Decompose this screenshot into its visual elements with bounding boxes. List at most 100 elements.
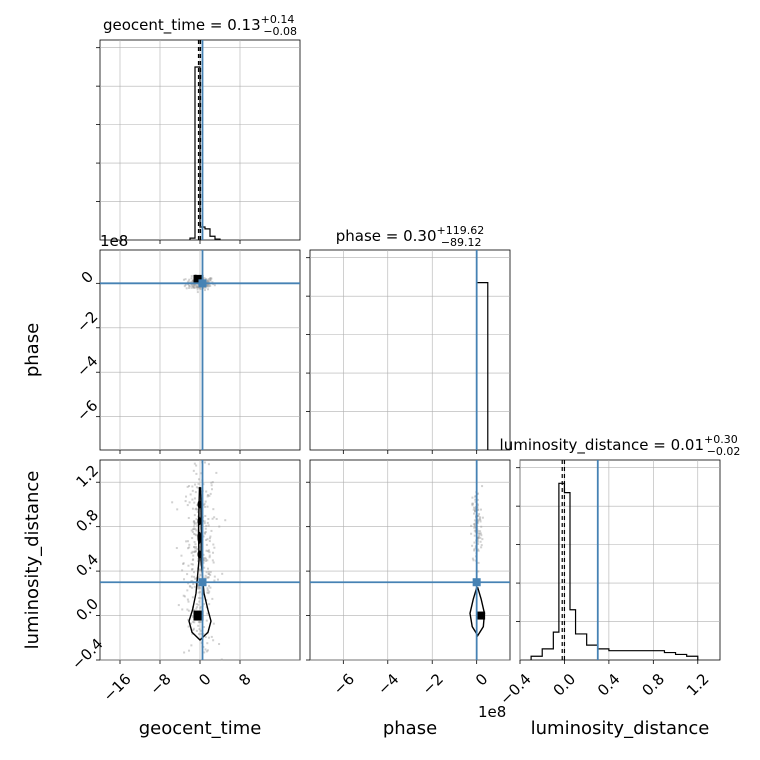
sample-point: [476, 539, 479, 542]
sample-point: [210, 529, 213, 532]
y-tick-label: −0.4: [68, 635, 106, 673]
sample-point: [187, 516, 190, 519]
panel-phase-hist: [309, 249, 511, 451]
sample-point: [188, 546, 191, 549]
sample-point: [212, 543, 215, 546]
sample-point: [194, 508, 197, 511]
sample-point: [206, 521, 209, 524]
sample-point: [184, 284, 187, 287]
sample-point: [210, 635, 213, 638]
sample-point: [199, 587, 202, 590]
sample-point: [209, 571, 212, 574]
sample-point: [204, 648, 207, 651]
sample-point: [209, 492, 212, 495]
sample-point: [191, 550, 194, 553]
sample-point: [477, 561, 480, 564]
sample-point: [202, 559, 205, 562]
sample-point: [189, 493, 192, 496]
sample-point: [199, 569, 202, 572]
x-tick-label: −4: [374, 670, 402, 698]
sample-point: [206, 495, 209, 498]
sample-point: [192, 554, 195, 557]
sample-point: [186, 504, 189, 507]
sample-point: [477, 514, 480, 517]
truth-point: [198, 578, 207, 587]
sample-point: [183, 595, 186, 598]
sample-point: [204, 527, 207, 530]
sample-point: [190, 281, 193, 284]
sample-point: [203, 566, 206, 569]
sample-point: [187, 600, 190, 603]
sample-point: [187, 283, 190, 286]
sample-point: [193, 545, 196, 548]
sample-point: [195, 472, 198, 475]
sample-point: [208, 280, 211, 283]
sample-point: [191, 632, 194, 635]
sample-point: [199, 569, 202, 572]
sample-point: [197, 624, 200, 627]
sample-point: [202, 646, 205, 649]
sample-point: [206, 559, 209, 562]
sample-point: [194, 550, 197, 553]
sample-point: [197, 621, 200, 624]
sample-point: [221, 572, 224, 575]
sample-point: [194, 547, 197, 550]
sample-point: [182, 278, 185, 281]
sample-point: [192, 620, 195, 623]
sample-point: [182, 562, 185, 565]
sample-point: [195, 603, 198, 606]
sample-point: [205, 571, 208, 574]
sample-point: [197, 283, 200, 286]
sample-point: [212, 561, 215, 564]
sample-point: [204, 530, 207, 533]
y-tick-label: −2: [73, 308, 101, 336]
sample-point: [206, 642, 209, 645]
sample-point: [191, 485, 194, 488]
sample-point: [183, 578, 186, 581]
sample-point: [196, 285, 199, 288]
sample-point: [199, 591, 202, 594]
sample-point: [199, 574, 202, 577]
sample-point: [474, 510, 477, 513]
sample-point: [478, 517, 481, 520]
panel-luminosity-distance-hist: [519, 459, 721, 661]
sample-point: [197, 285, 200, 288]
sample-point: [204, 500, 207, 503]
sample-point: [208, 540, 211, 543]
sample-point: [199, 620, 202, 623]
sample-point: [203, 531, 206, 534]
sample-point: [192, 286, 195, 289]
sample-point: [204, 636, 207, 639]
sample-point: [224, 519, 227, 522]
sample-point: [206, 612, 209, 615]
sample-point: [198, 286, 201, 289]
sample-point: [191, 279, 194, 282]
sample-point: [206, 279, 209, 282]
sample-point: [193, 546, 196, 549]
sample-point: [196, 291, 199, 294]
sample-point: [477, 520, 480, 523]
sample-point: [471, 502, 474, 505]
sample-point: [193, 550, 196, 553]
sample-point: [187, 280, 190, 283]
sample-point: [477, 518, 480, 521]
title-luminosity-distance: luminosity_distance = 0.01+0.30 −0.02: [500, 433, 741, 458]
sample-point: [191, 537, 194, 540]
sample-point: [192, 469, 195, 472]
sample-point: [195, 507, 198, 510]
y-tick-label: 0.4: [73, 550, 103, 580]
sample-point: [479, 540, 482, 543]
sample-point: [208, 603, 211, 606]
sample-point: [196, 288, 199, 291]
sample-point: [198, 515, 201, 518]
sample-point: [181, 608, 184, 611]
sample-point: [200, 472, 203, 475]
sample-point: [196, 504, 199, 507]
sample-point: [213, 546, 216, 549]
panel-phase-luminosity-distance: [309, 459, 511, 661]
sample-point: [207, 576, 210, 579]
sample-point: [195, 607, 198, 610]
sample-point: [202, 504, 205, 507]
sample-point: [190, 286, 193, 289]
sample-point: [209, 277, 212, 280]
